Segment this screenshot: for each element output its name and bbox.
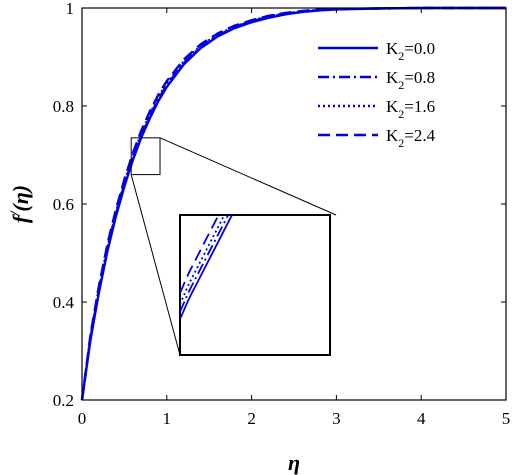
- y-tick-label-2: 0.6: [53, 195, 74, 214]
- zoom-connector-lower: [130, 174, 181, 356]
- legend-label-1: K2=0.8: [386, 68, 435, 92]
- y-axis-label-arg: (η): [8, 185, 33, 212]
- x-tick-label-3: 3: [332, 409, 341, 428]
- legend-label-3: K2=2.4: [386, 126, 436, 150]
- y-axis-label-prime: /: [8, 210, 24, 217]
- inset-series-lines: [180, 215, 233, 320]
- zoom-box: [130, 137, 161, 176]
- y-tick-label-4: 1: [66, 0, 75, 18]
- x-tick-label-0: 0: [78, 409, 87, 428]
- inset-frame: [179, 214, 331, 356]
- y-axis-label: f/(η): [8, 185, 33, 223]
- y-axis-ticks: 0.2 0.4 0.6 0.8 1: [53, 0, 506, 410]
- legend-label-2: K2=1.6: [386, 97, 435, 121]
- x-axis-ticks: 0 1 2 3 4 5: [78, 8, 511, 428]
- x-tick-label-2: 2: [247, 409, 256, 428]
- inset-series-line-1: [180, 215, 230, 313]
- x-tick-label-5: 5: [502, 409, 511, 428]
- inset-zoom-panel: [179, 214, 331, 356]
- zoom-connector-upper: [159, 137, 337, 216]
- y-tick-label-0: 0.2: [53, 391, 74, 410]
- x-axis-label: η: [288, 450, 300, 475]
- legend-label-0: K2=0.0: [386, 39, 435, 63]
- y-axis-label-main: f: [8, 213, 33, 223]
- x-tick-label-1: 1: [163, 409, 172, 428]
- inset-series-line-3: [180, 215, 220, 294]
- inset-series-line-0: [180, 215, 233, 320]
- x-tick-label-4: 4: [417, 409, 426, 428]
- legend: K2=0.0 K2=0.8 K2=1.6 K2=2.4: [318, 39, 436, 150]
- zoom-indicator: [130, 137, 337, 356]
- y-tick-label-1: 0.4: [53, 293, 75, 312]
- y-tick-label-3: 0.8: [53, 97, 74, 116]
